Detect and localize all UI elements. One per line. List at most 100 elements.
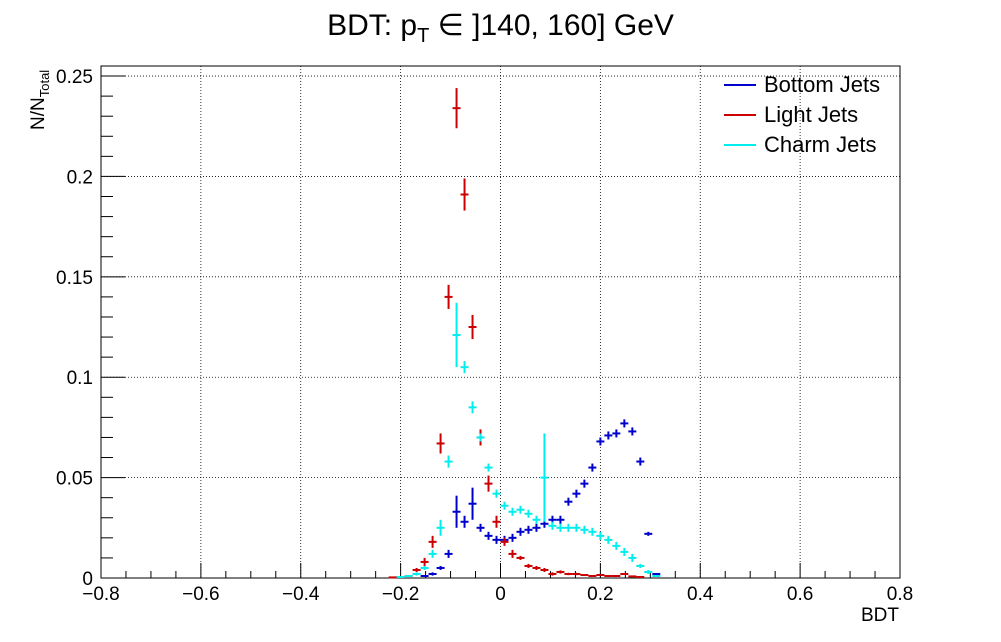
data-point-light-jets — [556, 570, 565, 574]
data-point-charm-jets — [548, 521, 557, 530]
data-point-light-jets — [508, 549, 517, 558]
data-point-charm-jets — [572, 523, 581, 532]
data-point-bottom-jets — [492, 535, 501, 544]
chart-title-suffix: ∈ ]140, 160] GeV — [429, 9, 674, 42]
x-tick-label: 0.4 — [687, 584, 714, 605]
y-tick-label: 0.2 — [67, 167, 93, 188]
chart-title: BDT: pT ∈ ]140, 160] GeV — [0, 8, 1001, 48]
y-axis-label: N/NTotal — [28, 70, 52, 130]
data-point-charm-jets — [484, 463, 493, 472]
x-tick-label: −0.4 — [282, 584, 320, 605]
data-point-bottom-jets — [428, 572, 437, 576]
data-point-charm-jets — [596, 531, 605, 540]
data-point-bottom-jets — [556, 515, 565, 524]
y-axis-label-base: N/N — [28, 97, 49, 130]
data-point-charm-jets — [476, 433, 485, 442]
data-point-bottom-jets — [524, 525, 533, 534]
data-point-light-jets — [428, 535, 437, 548]
data-point-light-jets — [388, 576, 397, 579]
data-point-light-jets — [620, 572, 629, 575]
data-point-charm-jets — [540, 433, 549, 522]
data-point-bottom-jets — [468, 487, 477, 520]
x-tick-label: −0.6 — [182, 584, 220, 605]
data-point-light-jets — [540, 567, 549, 572]
legend-entry-charm-jets: Charm Jets — [724, 130, 880, 160]
legend-label-light-jets: Light Jets — [764, 102, 859, 127]
data-point-bottom-jets — [484, 531, 493, 540]
legend-swatch-charm-jets — [724, 144, 756, 146]
chart-title-prefix: BDT: p — [327, 9, 418, 42]
y-axis-label-subscript: Total — [36, 69, 52, 98]
x-tick-label: −0.8 — [82, 584, 120, 605]
data-point-light-jets — [516, 555, 525, 560]
series-light-jets — [388, 88, 645, 579]
legend: Bottom Jets Light Jets Charm Jets — [724, 70, 880, 160]
legend-entry-light-jets: Light Jets — [724, 100, 880, 130]
legend-label-charm-jets: Charm Jets — [764, 132, 877, 157]
data-point-light-jets — [572, 572, 581, 576]
data-point-bottom-jets — [572, 489, 581, 498]
data-point-charm-jets — [460, 361, 469, 374]
data-point-charm-jets — [404, 574, 413, 577]
data-point-charm-jets — [436, 519, 445, 536]
data-series — [388, 88, 661, 579]
data-point-bottom-jets — [420, 574, 429, 577]
data-point-light-jets — [596, 573, 605, 576]
data-point-charm-jets — [612, 541, 621, 550]
data-point-bottom-jets — [644, 531, 653, 536]
data-point-light-jets — [412, 567, 421, 572]
data-point-light-jets — [548, 572, 557, 576]
data-point-light-jets — [564, 572, 573, 576]
legend-swatch-light-jets — [724, 114, 756, 116]
data-point-light-jets — [484, 475, 493, 492]
data-point-charm-jets — [396, 575, 405, 578]
data-point-charm-jets — [428, 549, 437, 558]
data-point-charm-jets — [636, 563, 645, 568]
data-point-light-jets — [452, 88, 461, 129]
data-point-charm-jets — [620, 547, 629, 556]
x-tick-label: −0.2 — [382, 584, 420, 605]
series-bottom-jets — [420, 419, 661, 577]
data-point-light-jets — [580, 573, 589, 576]
x-axis-label: BDT — [861, 605, 899, 626]
data-point-charm-jets — [516, 505, 525, 514]
legend-swatch-bottom-jets — [724, 84, 756, 86]
data-point-bottom-jets — [612, 429, 621, 438]
data-point-charm-jets — [628, 553, 637, 562]
data-point-bottom-jets — [452, 495, 461, 528]
data-point-bottom-jets — [508, 533, 517, 542]
y-tick-label: 0.05 — [56, 469, 93, 490]
data-point-charm-jets — [524, 509, 533, 518]
data-point-charm-jets — [580, 525, 589, 534]
data-point-light-jets — [468, 314, 477, 340]
data-point-charm-jets — [444, 455, 453, 468]
data-point-bottom-jets — [564, 497, 573, 506]
data-point-bottom-jets — [532, 523, 541, 532]
grid-lines — [101, 66, 900, 578]
data-point-charm-jets — [412, 572, 421, 576]
data-point-charm-jets — [468, 401, 477, 414]
legend-label-bottom-jets: Bottom Jets — [764, 72, 881, 97]
data-point-light-jets — [628, 575, 637, 578]
data-point-charm-jets — [564, 523, 573, 532]
data-point-bottom-jets — [460, 515, 469, 528]
data-point-bottom-jets — [436, 565, 445, 570]
y-tick-label: 0 — [82, 569, 93, 590]
chart-title-subscript: T — [417, 25, 430, 47]
data-point-charm-jets — [644, 569, 653, 574]
data-point-bottom-jets — [652, 572, 661, 575]
data-point-light-jets — [500, 537, 509, 546]
data-point-charm-jets — [500, 501, 509, 510]
data-point-light-jets — [436, 433, 445, 454]
data-point-light-jets — [604, 574, 613, 577]
tick-labels: −0.8 −0.6 −0.4 −0.2 0 0.2 0.4 0.6 0.8 0 0.05 0.1 0.1… — [56, 67, 913, 605]
x-tick-label: 0.8 — [887, 584, 913, 605]
data-point-bottom-jets — [580, 479, 589, 488]
x-tick-label: 0 — [495, 584, 506, 605]
x-tick-label: 0.6 — [787, 584, 813, 605]
data-point-charm-jets — [508, 507, 517, 516]
data-point-light-jets — [636, 575, 645, 578]
data-point-light-jets — [588, 574, 597, 577]
data-point-light-jets — [524, 563, 533, 568]
data-point-bottom-jets — [444, 549, 453, 558]
